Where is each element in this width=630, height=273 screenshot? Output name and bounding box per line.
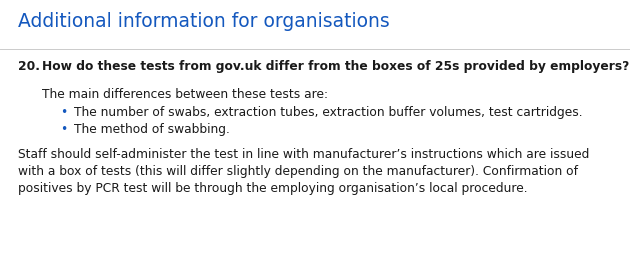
Text: 20.: 20. [18,60,40,73]
Text: The main differences between these tests are:: The main differences between these tests… [42,88,328,101]
Text: •: • [60,106,67,119]
Text: How do these tests from gov.uk differ from the boxes of 25s provided by employer: How do these tests from gov.uk differ fr… [42,60,629,73]
Text: •: • [60,123,67,136]
Text: The method of swabbing.: The method of swabbing. [74,123,230,136]
Text: Additional information for organisations: Additional information for organisations [18,12,390,31]
Text: Staff should self-administer the test in line with manufacturer’s instructions w: Staff should self-administer the test in… [18,148,590,161]
Text: positives by PCR test will be through the employing organisation’s local procedu: positives by PCR test will be through th… [18,182,528,195]
Text: with a box of tests (this will differ slightly depending on the manufacturer). C: with a box of tests (this will differ sl… [18,165,578,178]
Text: The number of swabs, extraction tubes, extraction buffer volumes, test cartridge: The number of swabs, extraction tubes, e… [74,106,583,119]
